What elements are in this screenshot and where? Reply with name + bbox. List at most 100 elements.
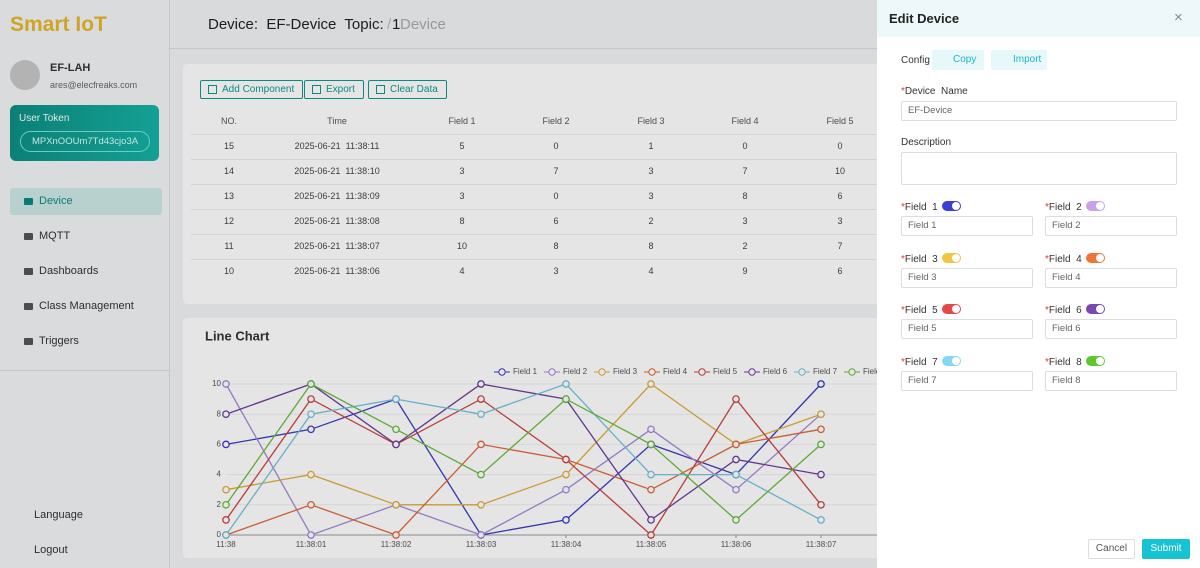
- copy-button[interactable]: Copy: [932, 50, 984, 70]
- user-name: EF-LAH: [50, 62, 91, 74]
- point: [392, 500, 400, 509]
- point: [562, 470, 570, 479]
- legend-label: Field 1: [513, 367, 538, 376]
- nav-item[interactable]: Class Management: [10, 293, 162, 320]
- required-mark: *: [901, 86, 905, 97]
- toggle[interactable]: [941, 201, 961, 211]
- nav-label: MQTT: [39, 230, 71, 242]
- logo: Smart IoT: [10, 13, 107, 36]
- cell: 10: [223, 266, 234, 276]
- legend-label: Field 7: [813, 367, 838, 376]
- cell: 3: [459, 191, 465, 201]
- cell: 2025-06-21 11:38:07: [294, 241, 380, 251]
- label: Field 1: [904, 202, 938, 213]
- series-line: [225, 383, 822, 521]
- button[interactable]: Export: [304, 80, 364, 99]
- import-button[interactable]: Import: [991, 50, 1047, 70]
- token[interactable]: MPXnOOUm7Td43cjo3A: [20, 131, 150, 152]
- drawer: Edit Device × Config Copy Import *Device…: [877, 0, 1200, 568]
- label: Field 3: [904, 253, 938, 265]
- field-input[interactable]: Field 3: [901, 267, 1033, 288]
- nav-item[interactable]: MQTT: [10, 223, 162, 250]
- field-label: *Field 7: [901, 355, 961, 368]
- field-label: *Field 1: [901, 201, 961, 213]
- point: [732, 485, 740, 494]
- x-tick-label: 11:38:02: [381, 540, 412, 549]
- device-name-input[interactable]: EF-Device: [901, 101, 1177, 121]
- button[interactable]: Add Component: [200, 80, 304, 99]
- legend-label: Field 4: [663, 367, 688, 376]
- logout[interactable]: Logout: [34, 544, 68, 556]
- point: [647, 531, 655, 539]
- point: [732, 395, 740, 403]
- cell: 4: [459, 266, 465, 276]
- cell: 2025-06-21 11:38:11: [294, 141, 380, 151]
- toggle[interactable]: [1085, 252, 1105, 263]
- required-mark: *: [1045, 305, 1049, 316]
- button[interactable]: Clear Data: [368, 80, 447, 99]
- toggle[interactable]: [1085, 304, 1105, 314]
- cell: 4: [648, 266, 654, 276]
- cell: 13: [223, 191, 234, 201]
- point: [562, 380, 570, 388]
- point: [307, 500, 315, 509]
- series-line: [225, 428, 822, 536]
- point: [477, 395, 485, 403]
- series-line: [225, 383, 822, 521]
- nav-item[interactable]: Device: [10, 188, 162, 215]
- language[interactable]: Language: [34, 509, 83, 521]
- cell: 10: [834, 166, 845, 176]
- field-input[interactable]: Field 8: [1045, 370, 1177, 391]
- required-mark: *: [901, 202, 905, 213]
- field-input[interactable]: Field 1: [901, 216, 1033, 236]
- toggle[interactable]: [941, 304, 961, 314]
- toggle[interactable]: [1085, 201, 1105, 211]
- column-header: NO.: [220, 116, 237, 126]
- point: [477, 531, 485, 539]
- nav-item[interactable]: Triggers: [10, 328, 162, 355]
- field-label: *Device Name: [901, 86, 968, 97]
- legend-label: Field 6: [763, 367, 788, 376]
- point: [392, 440, 400, 449]
- cancel-button[interactable]: Cancel: [1088, 539, 1135, 559]
- toggle[interactable]: [1085, 355, 1105, 366]
- nav-item[interactable]: Dashboards: [10, 258, 162, 285]
- column-header: Field 2: [542, 116, 570, 126]
- cell: 6: [837, 266, 843, 276]
- cell: 2025-06-21 11:38:10: [294, 166, 380, 176]
- series-line: [225, 383, 822, 536]
- cell: 3: [459, 166, 465, 176]
- cell: 2025-06-21 11:38:08: [294, 216, 380, 226]
- breadcrumb-title: Device: EF-Device Topic: 1: [208, 16, 401, 33]
- chart-card: [183, 318, 903, 558]
- point: [392, 531, 400, 539]
- x-tick-label: 11:38:03: [466, 540, 497, 549]
- field-label: *Field 2: [1045, 201, 1105, 213]
- point: [307, 531, 315, 539]
- toggle[interactable]: [941, 355, 961, 366]
- field-input[interactable]: Field 4: [1045, 267, 1177, 288]
- field-input[interactable]: Field 5: [901, 319, 1033, 339]
- nav-label: Dashboards: [39, 265, 99, 277]
- drawer-title: Edit Device: [889, 11, 960, 26]
- field-input[interactable]: Field 2: [1045, 216, 1177, 236]
- legend-label: Field 3: [613, 367, 638, 376]
- required-mark: *: [1045, 253, 1049, 265]
- overlay[interactable]: [0, 0, 877, 568]
- close[interactable]: ×: [1174, 9, 1183, 26]
- submit-button[interactable]: Submit: [1142, 539, 1190, 559]
- point: [477, 380, 485, 388]
- point: [732, 440, 740, 449]
- label: Device Name: [904, 86, 968, 97]
- field-input[interactable]: Field 7: [901, 370, 1033, 391]
- cell: 14: [223, 166, 234, 176]
- point: [477, 470, 485, 479]
- point: [307, 425, 315, 434]
- cell: 7: [837, 241, 843, 251]
- point: [817, 425, 825, 434]
- description-input[interactable]: [901, 152, 1177, 185]
- point: [817, 500, 825, 509]
- toggle[interactable]: [941, 252, 961, 263]
- field-input[interactable]: Field 6: [1045, 319, 1177, 339]
- cell: 6: [553, 216, 559, 226]
